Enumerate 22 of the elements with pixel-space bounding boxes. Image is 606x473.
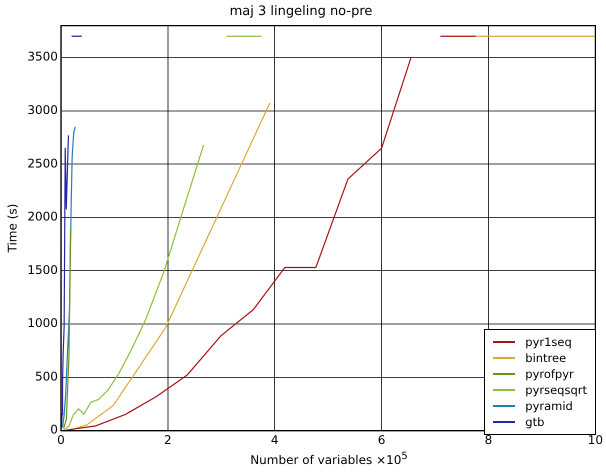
y-axis-title: Time (s) bbox=[5, 204, 20, 254]
x-tick-label: 4 bbox=[270, 432, 279, 447]
y-tick-label: 0 bbox=[50, 422, 58, 437]
legend-label: pyramid bbox=[525, 399, 573, 413]
y-tick-label: 1000 bbox=[27, 316, 58, 330]
legend-label: gtb bbox=[525, 415, 544, 429]
chart-title: maj 3 lingeling no-pre bbox=[230, 4, 372, 20]
y-tick-label: 3000 bbox=[27, 102, 58, 117]
x-tick-label: 6 bbox=[378, 432, 386, 447]
x-tick-label: 8 bbox=[484, 432, 492, 447]
x-axis-title: Number of variables ×10$^{5}$ bbox=[249, 451, 409, 467]
legend-label: pyr1seq bbox=[525, 335, 572, 349]
y-tick-label: 2000 bbox=[27, 210, 58, 224]
x-tick-label: 10 bbox=[588, 432, 604, 447]
legend-label: bintree bbox=[525, 351, 566, 365]
legend-label: pyrseqsqrt bbox=[525, 383, 587, 397]
y-tick-label: 1500 bbox=[27, 262, 58, 277]
x-tick-label: 2 bbox=[164, 432, 172, 447]
legend-label: pyrofpyr bbox=[525, 367, 574, 381]
y-tick-label: 3500 bbox=[27, 50, 58, 64]
y-tick-label: 500 bbox=[35, 369, 58, 384]
y-tick-label: 2500 bbox=[27, 156, 58, 170]
